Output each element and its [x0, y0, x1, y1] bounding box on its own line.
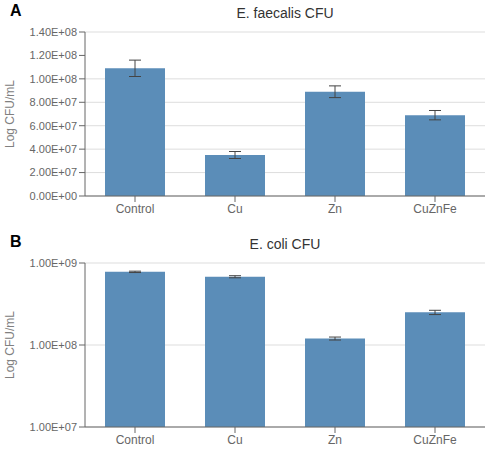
- svg-text:1.00E+08: 1.00E+08: [30, 339, 77, 351]
- svg-text:0.00E+00: 0.00E+00: [30, 190, 77, 202]
- svg-text:Zn: Zn: [328, 433, 342, 447]
- html-text:E. coli CFU: E. coli CFU: [249, 236, 321, 252]
- svg-text:6.00E+07: 6.00E+07: [30, 120, 77, 132]
- svg-text:2.00E+07: 2.00E+07: [30, 166, 77, 178]
- svg-text:4.00E+07: 4.00E+07: [30, 143, 77, 155]
- svg-text:1.20E+08: 1.20E+08: [30, 49, 77, 61]
- svg-text:1.00E+09: 1.00E+09: [30, 257, 77, 269]
- svg-text:Control: Control: [116, 202, 155, 216]
- svg-text:8.00E+07: 8.00E+07: [30, 96, 77, 108]
- svg-text:Control: Control: [116, 433, 155, 447]
- svg-text:Log CFU/mL: Log CFU/mL: [3, 80, 17, 148]
- svg-text:1.00E+07: 1.00E+07: [30, 421, 77, 433]
- svg-text:1.00E+08: 1.00E+08: [30, 73, 77, 85]
- svg-text:1.40E+08: 1.40E+08: [30, 26, 77, 38]
- svg-text:Log CFU/mL: Log CFU/mL: [3, 311, 17, 379]
- svg-text:Cu: Cu: [227, 202, 242, 216]
- html-text:A: A: [10, 2, 22, 19]
- svg-text:Zn: Zn: [328, 202, 342, 216]
- svg-text:CuZnFe: CuZnFe: [413, 202, 457, 216]
- html-text:B: B: [10, 233, 22, 250]
- html-text:E. faecalis CFU: E. faecalis CFU: [236, 5, 334, 21]
- svg-text:CuZnFe: CuZnFe: [413, 433, 457, 447]
- svg-text:Cu: Cu: [227, 433, 242, 447]
